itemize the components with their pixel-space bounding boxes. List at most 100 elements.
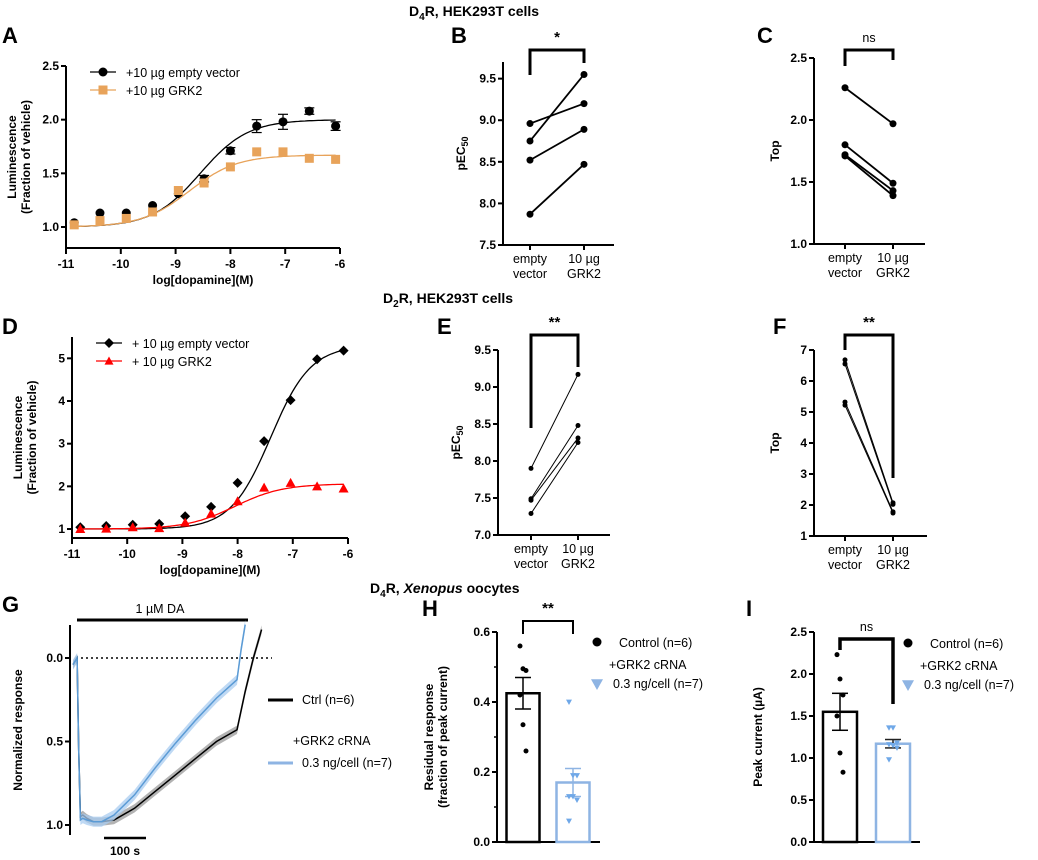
panel-d-x-tick-label: -7	[287, 547, 298, 561]
panel-f-y-tick-label: 5	[800, 405, 807, 419]
panel-d-data-point	[259, 482, 270, 492]
panel-d-x-tick-label: -9	[177, 547, 188, 561]
panel-a-data-point	[252, 147, 262, 157]
panel-i-data-point	[890, 743, 896, 749]
panel-i-y-tick-label: 2.5	[790, 625, 807, 639]
panel-d-y-tick-label: 4	[58, 394, 65, 408]
panel-h-data-point	[566, 818, 572, 824]
panel-b-pair-line	[529, 163, 585, 215]
panel-b-y-tick-label: 8.0	[479, 196, 496, 210]
panel-f-category-label: 10 µg	[877, 543, 909, 557]
panel-label-i: I	[746, 596, 752, 621]
panel-h-y-axis-label-line: Residual response	[422, 683, 436, 790]
panel-i-bar	[874, 742, 912, 844]
panel-a-data-point	[95, 216, 105, 226]
panel-h-data-point	[574, 773, 580, 779]
panel-g-sem-band-2	[73, 619, 246, 827]
panel-a-legend-marker	[98, 85, 108, 95]
panel-a-x-tick-label: -7	[280, 257, 291, 271]
panel-d-y-axis-label: Luminescence(Fraction of vehicle)	[11, 380, 39, 494]
panel-b-data-point	[526, 120, 534, 128]
panel-h-data-point	[523, 668, 529, 673]
panel-e-pair-line	[530, 374, 579, 469]
panel-h-legend-marker-grk2	[591, 679, 603, 690]
panel-d-x-tick-label: -8	[232, 547, 243, 561]
panel-c-category-label: 10 µg	[877, 251, 909, 265]
panel-h-legend-marker-control	[592, 637, 602, 647]
panel-d-legend-marker	[104, 356, 114, 365]
panel-e-data-point	[575, 422, 581, 428]
panel-f-significance-label: **	[863, 314, 875, 331]
panel-f-data-point	[842, 402, 848, 408]
panel-f-data-point	[842, 357, 848, 363]
panel-h-data-point	[520, 722, 526, 728]
panel-g-y-axis-label-line: Normalized response	[11, 669, 25, 791]
panel-a-x-tick-label: -6	[335, 257, 346, 271]
panel-a-data-point	[121, 213, 131, 223]
panel-c-pair-line	[844, 153, 894, 192]
panel-g-chart: 0.0 0.5 1.0 Normalized response 1 µM DA 100 s…	[11, 602, 392, 858]
panel-c-significance-bracket	[843, 48, 895, 66]
panel-e-y-tick-label: 7.0	[474, 528, 491, 542]
panel-label-b: B	[451, 23, 467, 48]
panel-i-data-point	[840, 769, 846, 775]
panel-d-x-axis-label: log[dopamine](M)	[160, 563, 261, 577]
panel-f-category-label: GRK2	[876, 558, 910, 572]
panel-i-data-point	[890, 725, 896, 731]
panel-f-data-point	[842, 361, 848, 367]
panel-c-data-point	[841, 84, 849, 92]
panel-d-data-point	[206, 508, 217, 518]
panel-g-legend-label-grk2-line2: 0.3 ng/cell (n=7)	[302, 756, 392, 770]
panel-a-y-tick-label: 1.5	[42, 166, 59, 180]
panel-d-data-point	[259, 436, 270, 447]
panel-a-fit-curve-2	[74, 154, 336, 228]
panel-d-legend-label: + 10 µg empty vector	[132, 337, 249, 351]
panel-d-data-point	[101, 523, 112, 533]
panel-b-significance-bracket	[528, 48, 586, 75]
panel-h-y-tick-label: 0.0	[473, 835, 490, 849]
panel-c-pair-line	[844, 144, 894, 184]
panel-i-y-tick-label: 1.5	[790, 709, 807, 723]
panel-a-data-point	[331, 121, 341, 131]
panel-b-data-point	[526, 210, 534, 218]
panel-c-data-point	[889, 187, 897, 195]
panel-d-data-point	[75, 524, 86, 534]
panel-d-fit-curve-1	[80, 349, 344, 530]
panel-c-y-axis-label: Top	[768, 140, 782, 161]
panel-i-data-point	[886, 725, 892, 731]
panel-d-data-point	[180, 511, 191, 522]
panel-i-data-point	[837, 750, 843, 756]
panel-h-y-tick-label: 0.2	[473, 765, 490, 779]
panel-g-y-tick-label: 0.5	[46, 735, 63, 749]
panel-g-y-axis-label: Normalized response	[11, 669, 25, 791]
panel-b-y-tick-label: 8.5	[479, 155, 496, 169]
panel-c-y-tick-label: 2.0	[790, 113, 807, 127]
panel-d-data-point	[312, 481, 323, 491]
panel-c-category-label: GRK2	[876, 266, 910, 280]
panel-e-significance-label: **	[549, 314, 561, 331]
panel-h-data-point	[570, 794, 576, 800]
panel-label-g: G	[2, 592, 19, 617]
panel-a-data-point	[304, 153, 314, 163]
panel-c-category-label: vector	[828, 266, 862, 280]
panel-a-data-point	[199, 178, 209, 188]
panel-label-f: F	[773, 314, 786, 339]
panel-a-legend-label: +10 µg empty vector	[126, 66, 240, 80]
panel-b-data-point	[580, 100, 588, 108]
panel-f-pair-line	[844, 363, 894, 505]
panel-b-category-label: empty	[513, 252, 548, 266]
panel-d-y-tick-label: 2	[58, 479, 65, 493]
panel-h-data-point	[566, 699, 572, 705]
panel-c-data-point	[841, 141, 849, 149]
panel-label-a: A	[2, 23, 18, 48]
panel-d-data-point	[127, 522, 138, 532]
panel-a-y-axis-label: Luminescence(Fraction of vehicle)	[5, 100, 33, 214]
panel-e-significance-bracket	[529, 333, 580, 428]
panel-b-data-point	[526, 156, 534, 164]
panel-a-data-point	[331, 154, 341, 164]
panel-a-data-point	[148, 207, 158, 217]
panel-h-legend-label-grk2-line2: 0.3 ng/cell (n=7)	[613, 677, 703, 691]
panel-f-category-label: vector	[828, 558, 862, 572]
